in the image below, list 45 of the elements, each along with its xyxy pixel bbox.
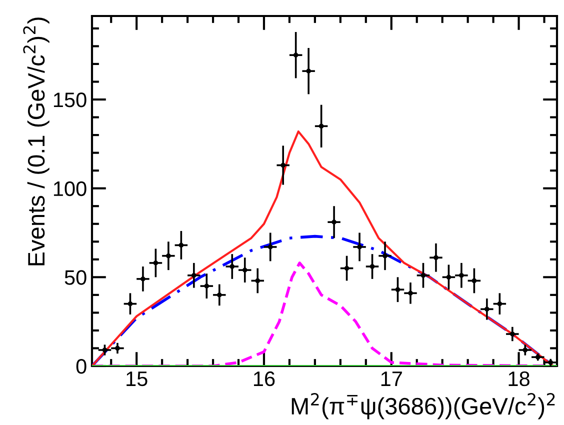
point [446,274,452,280]
point [357,244,362,250]
point [268,244,273,250]
line-series [92,130,554,366]
point [395,287,400,292]
point [191,272,196,278]
point [382,253,388,258]
point [408,290,413,296]
point [280,162,286,168]
point [434,255,438,260]
point [115,346,120,351]
point [497,301,502,306]
y-axis-title: Events / (0.1 (GeV/c$^{2}$)$^{2}$) [23,18,50,266]
y-tick-label: 0 [76,359,86,374]
point [242,268,248,272]
point [140,276,146,282]
point [306,68,312,74]
y-tick-label: 100 [54,181,86,196]
point [459,272,464,278]
point [332,220,336,225]
point [216,292,222,298]
y-tick-label: 50 [64,270,86,285]
x-tick-label: 16 [254,371,275,386]
point [102,348,108,352]
point [510,332,515,336]
point [230,264,235,269]
point [166,253,171,258]
point [204,284,210,288]
point [153,260,158,266]
point [420,272,426,278]
point [472,278,477,284]
x-tick-label: 17 [381,372,402,386]
x-tick-label: 18 [508,371,530,386]
point [293,52,298,58]
point [484,306,490,312]
point [128,301,133,306]
point [522,348,528,352]
point [318,124,324,129]
point [178,242,184,248]
point [370,264,375,269]
point [344,266,350,271]
x-axis-title: M$^{2}$(π$^{∓}$ψ(3686))(GeV/c$^{2}$)$^{2}$ [292,393,555,420]
y-tick-label: 150 [54,92,86,108]
point [255,278,260,284]
x-tick-label: 15 [126,372,148,386]
